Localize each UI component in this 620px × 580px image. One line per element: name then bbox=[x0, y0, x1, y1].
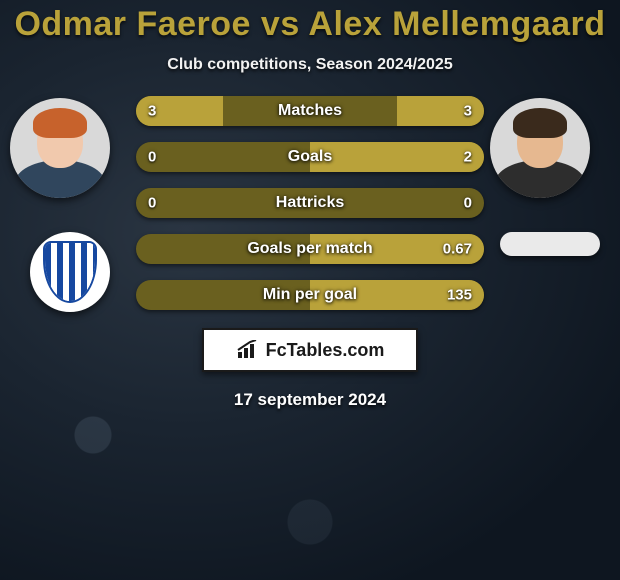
stat-value-right: 135 bbox=[447, 287, 472, 304]
stat-value-left: 0 bbox=[148, 195, 156, 212]
comparison-card: Odmar Faeroe vs Alex Mellemgaard Club co… bbox=[0, 0, 620, 580]
stat-value-right: 0 bbox=[464, 195, 472, 212]
stat-value-right: 2 bbox=[464, 149, 472, 166]
chart-icon bbox=[236, 340, 260, 360]
stat-row: Goals per match 0.67 bbox=[136, 234, 484, 264]
stat-row: 3 Matches 3 bbox=[136, 96, 484, 126]
page-title: Odmar Faeroe vs Alex Mellemgaard bbox=[0, 5, 620, 44]
player2-club-logo bbox=[500, 232, 600, 256]
stat-value-left: 0 bbox=[148, 149, 156, 166]
stats-area: 3 Matches 3 0 Goals 2 0 Hattricks 0 Goals per mat… bbox=[0, 96, 620, 316]
brand-text: FcTables.com bbox=[266, 340, 385, 361]
stat-value-right: 3 bbox=[464, 103, 472, 120]
stat-label: Goals bbox=[288, 148, 332, 166]
stat-bars: 3 Matches 3 0 Goals 2 0 Hattricks 0 Goals per mat… bbox=[136, 96, 484, 326]
stat-value-right: 0.67 bbox=[443, 241, 472, 258]
stat-fill-right bbox=[310, 142, 484, 172]
stat-label: Hattricks bbox=[276, 194, 344, 212]
stat-row: 0 Goals 2 bbox=[136, 142, 484, 172]
player2-avatar bbox=[490, 98, 590, 198]
brand-badge: FcTables.com bbox=[202, 328, 418, 372]
stat-row: Min per goal 135 bbox=[136, 280, 484, 310]
player1-club-logo bbox=[30, 232, 110, 312]
stat-label: Min per goal bbox=[263, 286, 357, 304]
stat-value-left: 3 bbox=[148, 103, 156, 120]
subtitle: Club competitions, Season 2024/2025 bbox=[0, 56, 620, 74]
stat-label: Goals per match bbox=[247, 240, 372, 258]
stat-row: 0 Hattricks 0 bbox=[136, 188, 484, 218]
date-text: 17 september 2024 bbox=[0, 390, 620, 410]
stat-label: Matches bbox=[278, 102, 342, 120]
player1-avatar bbox=[10, 98, 110, 198]
